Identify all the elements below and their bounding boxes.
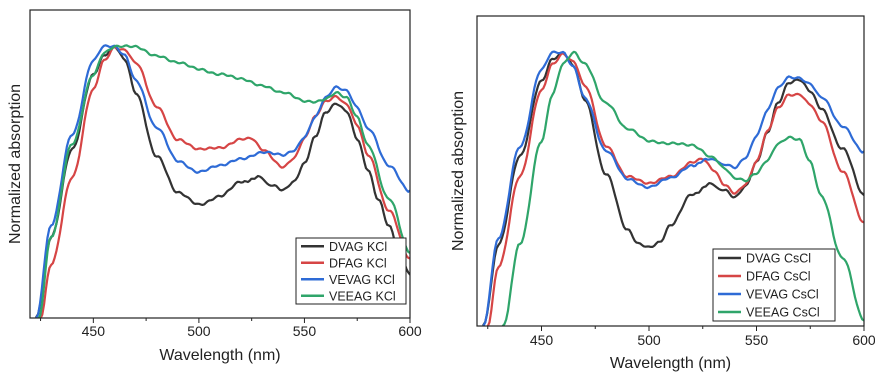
chart-panel-1: 450 500 550 600 Wavelength (nm) Normalized ab…: [7, 9, 422, 364]
legend-label: DFAG KCl: [329, 256, 387, 270]
legend-box: [712, 248, 836, 322]
y-axis-label: Normalized absorption: [7, 84, 24, 244]
legend-label: VEEAG KCl: [329, 289, 396, 303]
plot-frame: [476, 15, 865, 327]
x-tick-label: 550: [293, 323, 317, 339]
legend-label: DFAG CsCl: [746, 270, 811, 284]
chart-panel-2: 450 500 550 600 Wavelength (nm) Normalized ab…: [450, 15, 875, 372]
x-tick-label: 450: [82, 323, 106, 339]
legend: DVAG CsCl DFAG CsCl VEVAG CsCl VEEAG CsCl: [712, 248, 836, 322]
x-axis-label: Wavelength (nm): [610, 355, 731, 372]
x-tick-label: 600: [398, 323, 422, 339]
legend-label: VEEAG CsCl: [746, 306, 820, 320]
legend-label: VEVAG CsCl: [746, 288, 819, 302]
x-tick-label: 550: [745, 332, 769, 348]
legend-label: DVAG CsCl: [746, 252, 811, 266]
series-line-dvag-cscl: [482, 51, 864, 326]
plot-area: [35, 44, 410, 318]
legend: DVAG KCl DFAG KCl VEVAG KCl VEEAG KCl: [295, 237, 407, 305]
legend-label: DVAG KCl: [329, 240, 387, 254]
series-line-vevag-kcl: [35, 44, 410, 318]
series-line-dfag-cscl: [486, 52, 864, 326]
x-tick-label: 450: [530, 332, 554, 348]
series-line-veeag-kcl: [37, 44, 410, 318]
y-axis-label: Normalized absorption: [450, 91, 467, 251]
plot-area: [482, 50, 864, 326]
series-line-dfag-kcl: [39, 46, 410, 318]
x-tick-label: 500: [637, 332, 661, 348]
legend-label: VEVAG KCl: [329, 273, 395, 287]
plot-frame: [29, 9, 411, 319]
series-line-veeag-cscl: [501, 50, 864, 326]
x-tick-label: 600: [852, 332, 875, 348]
series-line-vevag-cscl: [482, 50, 864, 326]
x-axis-label: Wavelength (nm): [159, 347, 280, 364]
legend-box: [295, 237, 407, 305]
x-tick-label: 500: [187, 323, 211, 339]
